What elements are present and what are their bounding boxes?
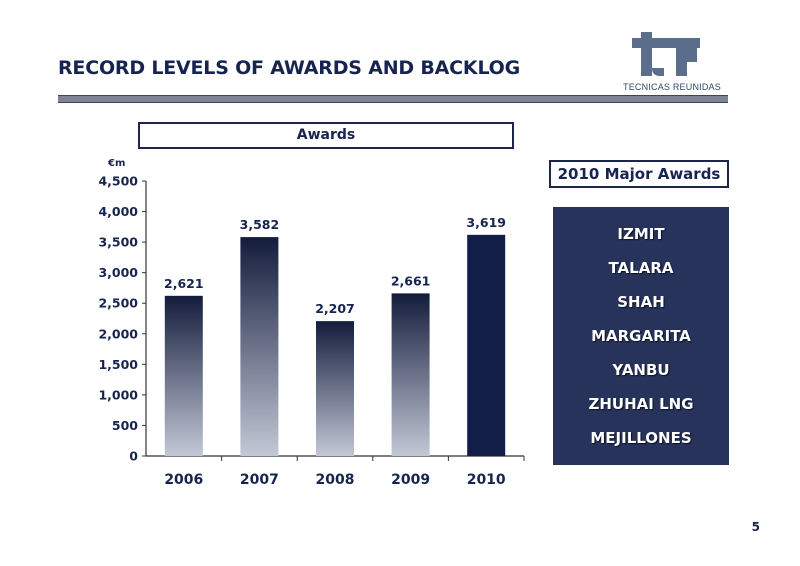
bar-value-label: 3,619 <box>466 215 506 230</box>
logo-caption: TECNICAS REUNIDAS <box>623 82 721 92</box>
bar-value-label: 3,582 <box>240 217 280 232</box>
y-tick-label: 2,000 <box>98 326 138 341</box>
y-tick-label: 3,000 <box>98 265 138 280</box>
bar-value-label: 2,661 <box>391 273 431 288</box>
x-tick-label: 2006 <box>164 472 203 488</box>
y-tick-label: 4,000 <box>98 204 138 219</box>
y-tick-label: 4,500 <box>98 174 138 189</box>
major-awards-panel: IZMIT TALARA SHAH MARGARITA YANBU ZHUHAI… <box>553 207 729 465</box>
company-logo <box>632 32 700 76</box>
bar-value-label: 2,621 <box>164 276 204 291</box>
major-award-item: MARGARITA <box>591 327 691 345</box>
major-award-item: SHAH <box>617 293 665 311</box>
y-tick-label: 1,000 <box>98 387 138 402</box>
x-tick-label: 2007 <box>240 472 279 488</box>
bar-2006 <box>164 295 203 456</box>
major-award-item: IZMIT <box>617 225 665 243</box>
bar-2007 <box>240 237 279 456</box>
chart-title-box: Awards <box>138 122 514 149</box>
bar-value-label: 2,207 <box>315 301 355 316</box>
awards-bar-chart: 0 500 1,000 1,500 2,000 2,500 3,000 3,500 4,000 4… <box>98 158 525 488</box>
bar-2008 <box>316 321 354 456</box>
title-divider-bar <box>58 95 728 103</box>
major-award-item: MEJILLONES <box>590 429 692 447</box>
y-tick-label: 500 <box>112 418 138 433</box>
bar-2010 <box>467 234 506 456</box>
x-tick-label: 2010 <box>467 472 506 488</box>
page-number: 5 <box>751 520 760 534</box>
y-tick-label: 2,500 <box>98 296 138 311</box>
y-axis-unit-label: €m <box>107 158 125 169</box>
major-award-item: YANBU <box>612 361 670 379</box>
major-award-item: ZHUHAI LNG <box>588 395 694 413</box>
major-awards-title: 2010 Major Awards <box>549 160 729 188</box>
x-tick-label: 2008 <box>316 472 355 488</box>
y-tick-label: 3,500 <box>98 235 138 250</box>
major-award-item: TALARA <box>608 259 674 277</box>
x-tick-label: 2009 <box>391 472 430 488</box>
bar-2009 <box>391 293 430 456</box>
slide-title: RECORD LEVELS OF AWARDS AND BACKLOG <box>58 57 521 79</box>
y-tick-label: 0 <box>129 449 138 464</box>
y-tick-label: 1,500 <box>98 357 138 372</box>
